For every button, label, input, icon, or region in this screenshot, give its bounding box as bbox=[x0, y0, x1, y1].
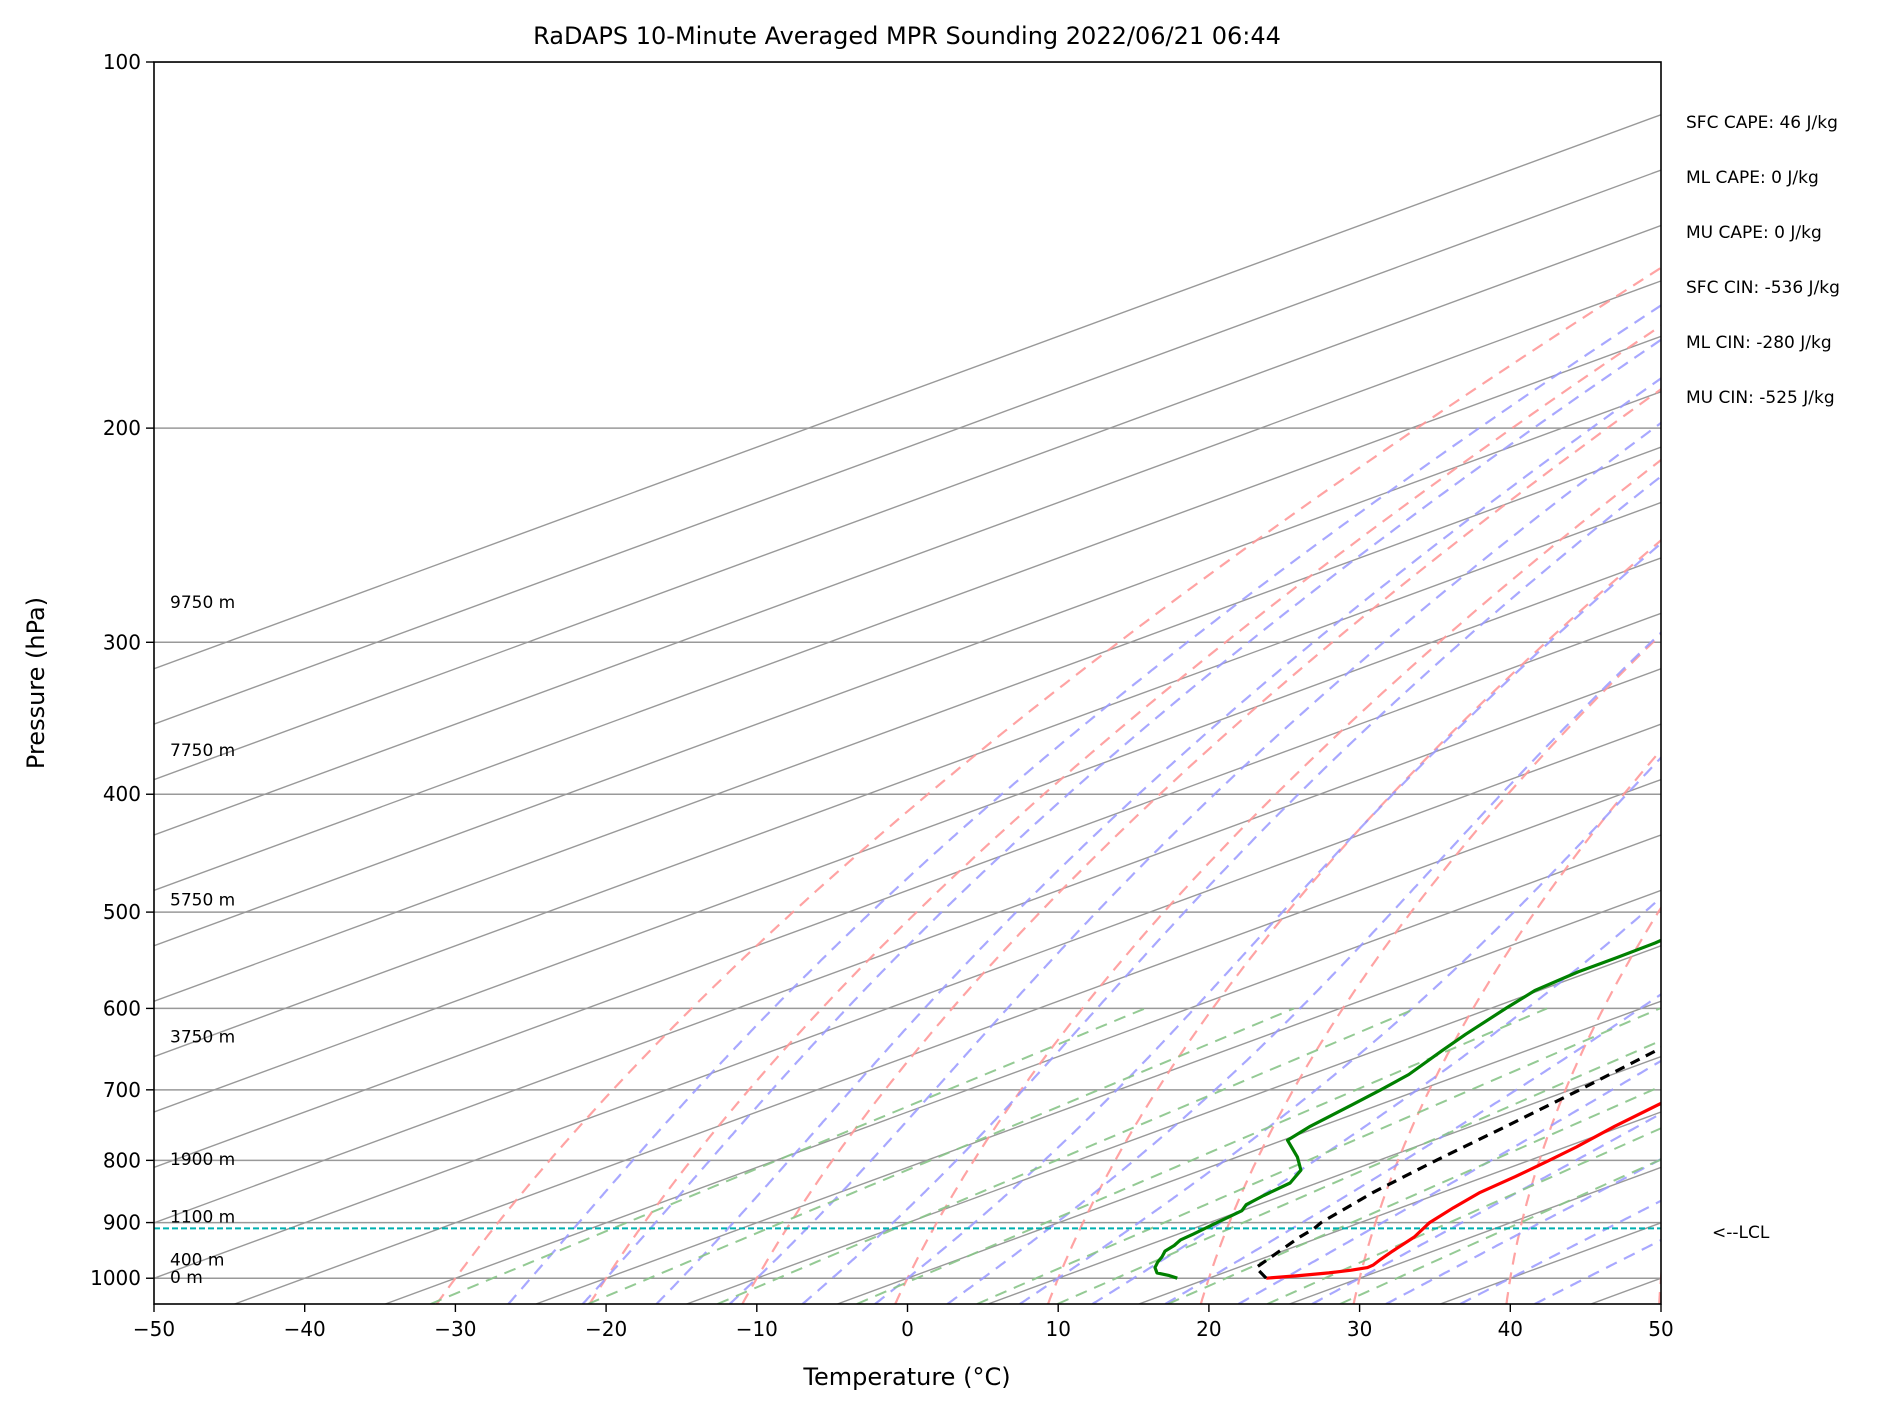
moist-adiabat-line bbox=[1164, 992, 1661, 1304]
sounding-stats: SFC CAPE: 46 J/kg ML CAPE: 0 J/kg MU CAPE:… bbox=[1686, 113, 1840, 408]
x-tick-label: −20 bbox=[585, 1317, 627, 1341]
height-label: 0 m bbox=[170, 1268, 203, 1288]
x-tick-label: −40 bbox=[284, 1317, 326, 1341]
dry-adiabat-line bbox=[894, 458, 1661, 1304]
isotherm-line bbox=[154, 280, 1661, 836]
isotherm-line bbox=[154, 391, 1661, 947]
dewpoint-trace bbox=[1153, 938, 1661, 1280]
stat-label: ML CIN: -280 J/kg bbox=[1686, 333, 1832, 353]
height-label: 1900 m bbox=[170, 1150, 235, 1170]
y-tick-label: 800 bbox=[103, 1148, 141, 1172]
isotherm-line bbox=[837, 1000, 1661, 1304]
plot-clipped bbox=[154, 62, 1899, 1304]
stat-label: MU CAPE: 0 J/kg bbox=[1686, 223, 1822, 243]
dry-adiabat-line bbox=[1505, 905, 1661, 1304]
chart-title: RaDAPS 10-Minute Averaged MPR Sounding 2… bbox=[533, 22, 1281, 50]
y-tick-label: 100 bbox=[103, 50, 141, 74]
y-tick-label: 1000 bbox=[90, 1266, 141, 1290]
isotherm-line bbox=[154, 335, 1661, 892]
isotherm-line bbox=[154, 557, 1661, 1113]
moist-adiabat-line bbox=[655, 377, 1661, 1304]
plot-area: 9750 m 7750 m 5750 m 3750 m 1900 m 1100 m 400 … bbox=[154, 62, 1899, 1304]
moist-adiabat-line bbox=[507, 304, 1661, 1304]
dry-adiabat-line bbox=[1046, 538, 1661, 1304]
x-tick-label: 10 bbox=[1045, 1317, 1070, 1341]
stat-label: ML CAPE: 0 J/kg bbox=[1686, 168, 1819, 188]
mixing-ratio-line bbox=[587, 1007, 1295, 1304]
height-label: 1100 m bbox=[170, 1208, 235, 1228]
y-tick-label: 600 bbox=[103, 996, 141, 1020]
isotherm-line bbox=[686, 945, 1661, 1304]
moist-adiabat-line bbox=[1019, 756, 1661, 1304]
mixing-ratio-line bbox=[430, 1007, 1146, 1304]
x-tick-label: 40 bbox=[1498, 1317, 1523, 1341]
dry-adiabat-line bbox=[435, 266, 1661, 1304]
lcl-label: <--LCL bbox=[1712, 1223, 1770, 1243]
moist-adiabat-line bbox=[874, 541, 1661, 1304]
moist-adiabat-line bbox=[1385, 1157, 1661, 1304]
plot-frame bbox=[153, 61, 1662, 1305]
isotherm-line bbox=[385, 834, 1661, 1304]
stat-label: SFC CIN: -536 J/kg bbox=[1686, 278, 1840, 298]
isotherm-line bbox=[154, 446, 1661, 1002]
moist-adiabat-line bbox=[946, 631, 1661, 1304]
y-tick-label: 500 bbox=[103, 900, 141, 924]
mixing-ratio-line bbox=[856, 1007, 1548, 1304]
mixing-ratio-line bbox=[1057, 1039, 1661, 1304]
isotherm-line bbox=[234, 778, 1661, 1304]
isotherm-line bbox=[154, 723, 1661, 1279]
height-label: 400 m bbox=[170, 1250, 224, 1270]
x-tick-label: 50 bbox=[1648, 1317, 1673, 1341]
isotherm-line bbox=[154, 169, 1661, 725]
y-tick-label: 300 bbox=[103, 630, 141, 654]
moist-adiabat-line bbox=[801, 475, 1661, 1304]
isotherm-line bbox=[987, 1055, 1661, 1304]
isotherm-line bbox=[1590, 1277, 1661, 1304]
x-tick-label: −50 bbox=[133, 1317, 175, 1341]
isotherm-line bbox=[154, 224, 1661, 781]
dry-adiabat-line bbox=[588, 324, 1661, 1304]
dry-adiabat-line bbox=[1199, 632, 1661, 1304]
moist-adiabat-line bbox=[1311, 1112, 1661, 1304]
isotherm-line bbox=[154, 501, 1661, 1058]
isotherm-line bbox=[1289, 1166, 1661, 1304]
stat-label: SFC CAPE: 46 J/kg bbox=[1686, 113, 1838, 133]
mixing-ratio-line bbox=[717, 1007, 1417, 1304]
stat-label: MU CIN: -525 J/kg bbox=[1686, 388, 1835, 408]
height-label: 3750 m bbox=[170, 1028, 235, 1048]
y-axis-label: Pressure (hPa) bbox=[22, 597, 50, 769]
x-tick-label: −30 bbox=[434, 1317, 476, 1341]
x-tick-label: 0 bbox=[901, 1317, 914, 1341]
y-tick-label: 900 bbox=[103, 1211, 141, 1235]
moist-adiabat-line bbox=[581, 338, 1661, 1304]
isotherm-line bbox=[154, 612, 1661, 1169]
dry-adiabat-line bbox=[1812, 62, 1899, 1304]
y-tick-label: 200 bbox=[103, 416, 141, 440]
isotherm-line bbox=[1439, 1222, 1661, 1304]
moist-adiabat-line bbox=[728, 421, 1661, 1304]
y-tick-label: 400 bbox=[103, 782, 141, 806]
isotherm-line bbox=[154, 113, 1661, 670]
dry-adiabat-line bbox=[1352, 748, 1661, 1304]
height-label: 9750 m bbox=[170, 593, 235, 613]
temperature-trace bbox=[1266, 1101, 1661, 1280]
x-tick-label: 20 bbox=[1196, 1317, 1221, 1341]
mixing-ratio-line bbox=[1339, 1158, 1661, 1304]
mixing-ratio-line bbox=[976, 1007, 1661, 1304]
moist-adiabat-line bbox=[1459, 1199, 1661, 1304]
dry-adiabat-line bbox=[1658, 1266, 1661, 1304]
isotherm-line bbox=[154, 668, 1661, 1224]
isotherm-line bbox=[535, 889, 1661, 1304]
isotherm-line bbox=[1138, 1111, 1661, 1304]
x-axis-label: Temperature (°C) bbox=[802, 1363, 1010, 1391]
x-tick-label: −10 bbox=[736, 1317, 778, 1341]
y-tick-label: 700 bbox=[103, 1078, 141, 1102]
x-tick-label: 30 bbox=[1347, 1317, 1372, 1341]
height-label: 7750 m bbox=[170, 741, 235, 761]
height-label: 5750 m bbox=[170, 890, 235, 910]
mixing-ratio-line bbox=[1167, 1085, 1661, 1304]
parcel-trace bbox=[1254, 1046, 1661, 1280]
